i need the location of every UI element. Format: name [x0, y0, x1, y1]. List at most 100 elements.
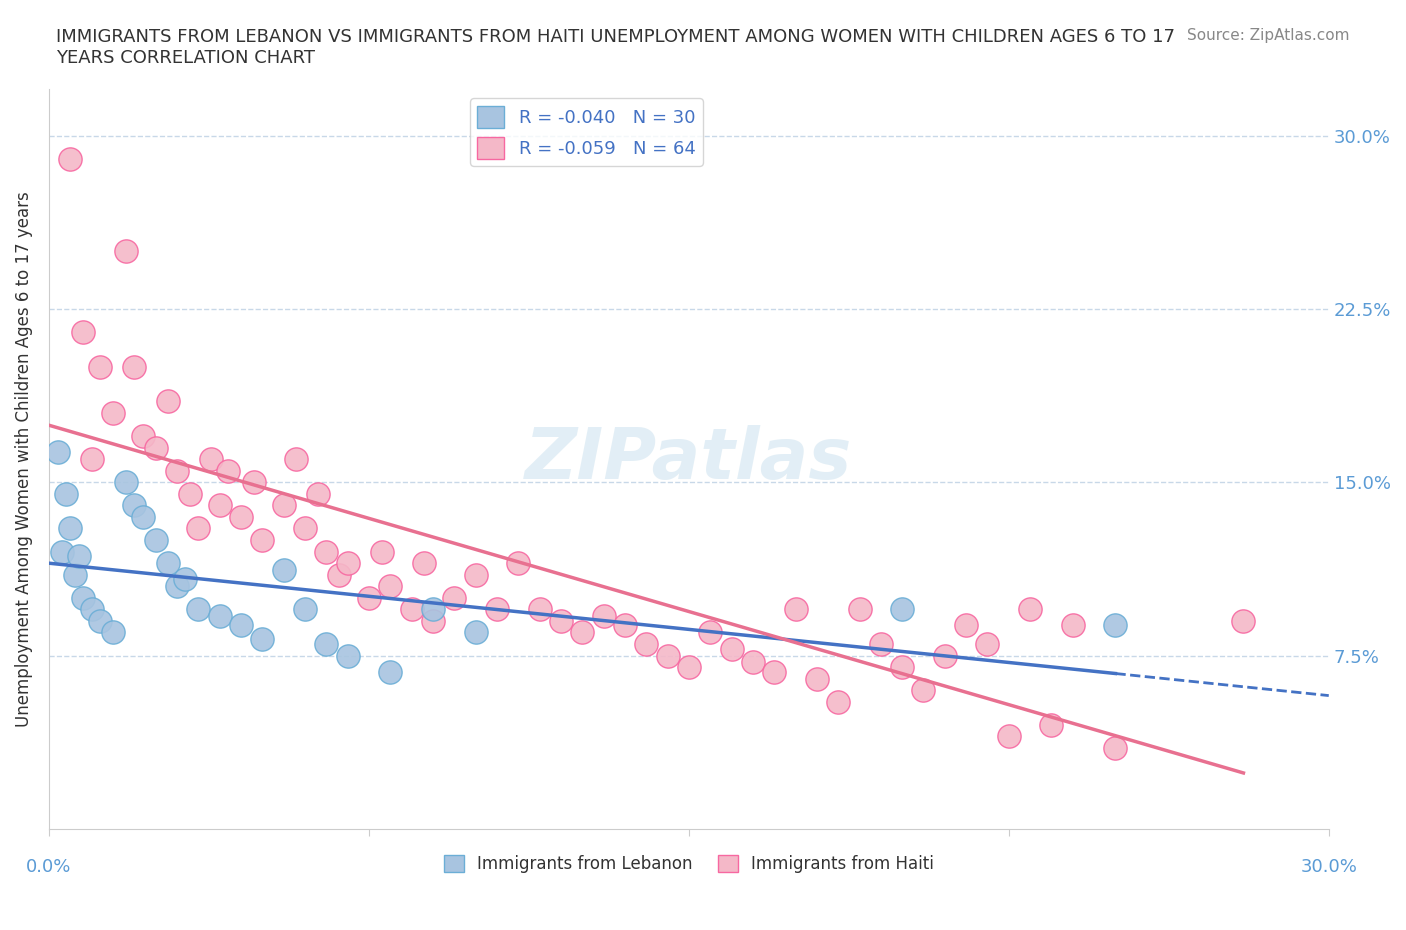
Point — [124, 359, 146, 374]
Point — [422, 614, 444, 629]
Point — [657, 648, 679, 663]
Point — [63, 567, 86, 582]
Point — [252, 533, 274, 548]
Point — [763, 664, 786, 679]
Point — [229, 510, 252, 525]
Point — [294, 602, 316, 617]
Point — [187, 602, 209, 617]
Point — [157, 394, 180, 409]
Point — [370, 544, 392, 559]
Point — [252, 631, 274, 646]
Point — [217, 463, 239, 478]
Point — [806, 671, 828, 686]
Point — [166, 463, 188, 478]
Point — [55, 486, 77, 501]
Point — [891, 659, 914, 674]
Point — [464, 625, 486, 640]
Point — [636, 636, 658, 651]
Point — [1019, 602, 1042, 617]
Point — [550, 614, 572, 629]
Point — [529, 602, 551, 617]
Point — [59, 521, 82, 536]
Point — [166, 578, 188, 593]
Point — [80, 452, 103, 467]
Point — [315, 636, 337, 651]
Point — [785, 602, 807, 617]
Point — [285, 452, 308, 467]
Point — [89, 359, 111, 374]
Point — [848, 602, 870, 617]
Point — [508, 555, 530, 570]
Point — [699, 625, 721, 640]
Point — [827, 695, 849, 710]
Point — [1104, 740, 1126, 755]
Point — [380, 578, 402, 593]
Text: 0.0%: 0.0% — [27, 858, 72, 876]
Point — [242, 475, 264, 490]
Point — [380, 664, 402, 679]
Point — [51, 544, 73, 559]
Point — [336, 555, 359, 570]
Point — [934, 648, 956, 663]
Point — [422, 602, 444, 617]
Point — [229, 618, 252, 633]
Point — [307, 486, 329, 501]
Point — [101, 405, 124, 420]
Point — [132, 429, 155, 444]
Point — [571, 625, 593, 640]
Point — [101, 625, 124, 640]
Point — [89, 614, 111, 629]
Point — [67, 549, 90, 564]
Point — [592, 609, 614, 624]
Point — [912, 683, 935, 698]
Point — [891, 602, 914, 617]
Point — [315, 544, 337, 559]
Point — [132, 510, 155, 525]
Point — [72, 325, 94, 339]
Point — [464, 567, 486, 582]
Point — [174, 572, 197, 587]
Y-axis label: Unemployment Among Women with Children Ages 6 to 17 years: Unemployment Among Women with Children A… — [15, 192, 32, 727]
Point — [678, 659, 700, 674]
Point — [72, 591, 94, 605]
Point — [401, 602, 423, 617]
Point — [200, 452, 222, 467]
Point — [114, 244, 136, 259]
Point — [145, 440, 167, 455]
Point — [1040, 717, 1063, 732]
Point — [998, 729, 1021, 744]
Point — [59, 152, 82, 166]
Point — [294, 521, 316, 536]
Legend: Immigrants from Lebanon, Immigrants from Haiti: Immigrants from Lebanon, Immigrants from… — [437, 848, 941, 880]
Point — [413, 555, 436, 570]
Point — [157, 555, 180, 570]
Point — [187, 521, 209, 536]
Text: 30.0%: 30.0% — [1301, 858, 1357, 876]
Point — [613, 618, 636, 633]
Point — [114, 475, 136, 490]
Point — [1062, 618, 1084, 633]
Point — [869, 636, 891, 651]
Text: IMMIGRANTS FROM LEBANON VS IMMIGRANTS FROM HAITI UNEMPLOYMENT AMONG WOMEN WITH C: IMMIGRANTS FROM LEBANON VS IMMIGRANTS FR… — [56, 28, 1175, 67]
Point — [336, 648, 359, 663]
Point — [46, 445, 69, 459]
Point — [273, 563, 295, 578]
Point — [124, 498, 146, 512]
Text: ZIPatlas: ZIPatlas — [526, 425, 852, 494]
Point — [179, 486, 201, 501]
Point — [208, 498, 231, 512]
Point — [1232, 614, 1254, 629]
Point — [485, 602, 508, 617]
Point — [273, 498, 295, 512]
Point — [955, 618, 977, 633]
Point — [328, 567, 350, 582]
Point — [976, 636, 998, 651]
Point — [145, 533, 167, 548]
Point — [208, 609, 231, 624]
Point — [720, 641, 742, 656]
Point — [357, 591, 380, 605]
Point — [80, 602, 103, 617]
Point — [1104, 618, 1126, 633]
Point — [443, 591, 465, 605]
Point — [741, 655, 763, 670]
